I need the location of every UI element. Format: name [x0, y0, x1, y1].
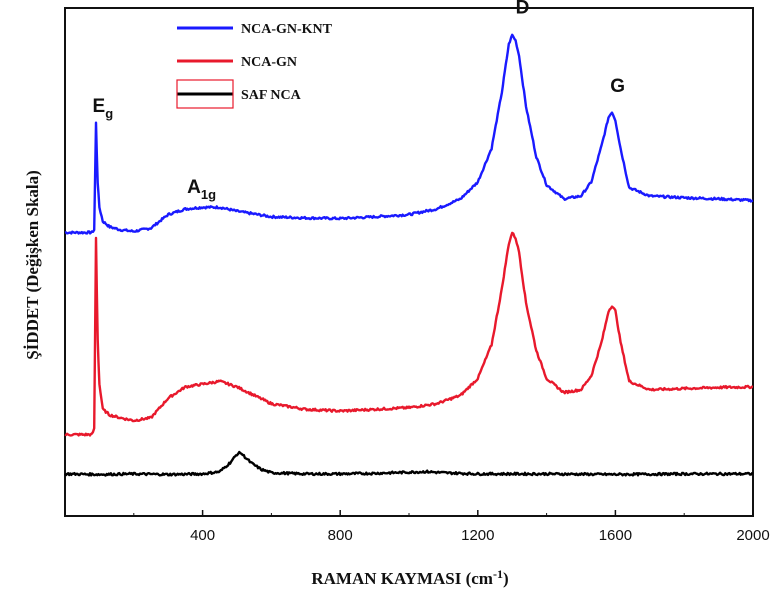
legend-label-1: NCA-GN-KNT: [241, 22, 333, 37]
x-tick-label: 2000: [736, 527, 769, 544]
x-tick-label: 400: [190, 527, 215, 544]
series-layer: [64, 33, 754, 477]
series-line-1: [64, 33, 754, 235]
series-line-2: [64, 231, 754, 437]
x-axis-title: RAMAN KAYMASI (cm-1): [311, 567, 508, 588]
peak-label-3: D: [516, 0, 530, 19]
peak-label-1: Eg: [93, 96, 114, 121]
series-line-3: [64, 450, 754, 477]
peak-label-4: G: [610, 76, 625, 97]
peak-label-2: A1g: [187, 177, 216, 202]
plot-frame: [64, 7, 754, 517]
plot-area: [64, 7, 754, 517]
x-tick-label: 1600: [599, 527, 632, 544]
legend: NCA-GN-KNT NCA-GN SAF NCA: [176, 22, 333, 109]
legend-label-2: NCA-GN: [241, 55, 297, 70]
legend-label-3: SAF NCA: [241, 88, 302, 103]
x-tick-label: 800: [328, 527, 353, 544]
peak-annotations: Eg A1g D G: [93, 0, 626, 202]
x-axis-ticks: 400 800 1200 1600 2000: [133, 510, 770, 544]
y-axis-title: ŞİDDET (Değişken Skala): [23, 170, 42, 360]
x-tick-label: 1200: [461, 527, 494, 544]
legend-box: [176, 79, 234, 109]
